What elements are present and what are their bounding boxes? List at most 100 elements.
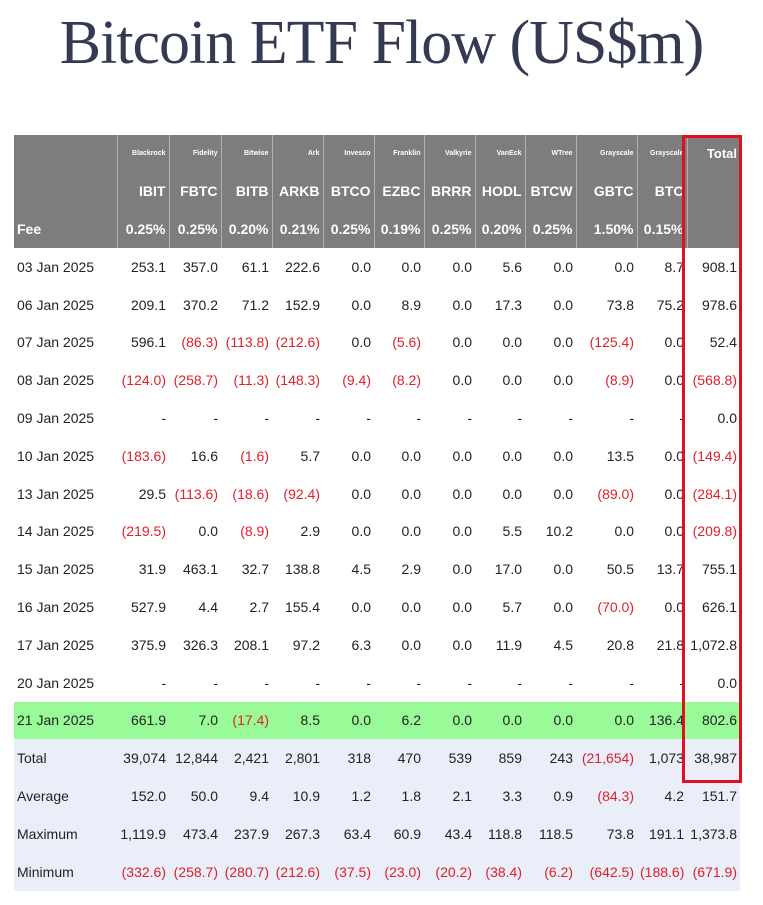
flow-cell: -	[161, 410, 166, 427]
flow-cell: 357.0	[182, 258, 218, 275]
flow-cell: 2.9	[401, 561, 421, 578]
flow-cell: 0.0	[553, 372, 573, 389]
flow-cell: -	[568, 410, 573, 427]
summary-cell: 9.4	[221, 777, 272, 815]
flow-cell: 11.9	[495, 636, 522, 653]
flow-cell: -	[315, 674, 320, 691]
flow-cell: -	[679, 674, 684, 691]
summary-cell: (21,654)	[576, 739, 637, 778]
flow-cell: -	[366, 410, 371, 427]
summary-cell: 12,844	[169, 739, 221, 778]
summary-cell: (20.2)	[424, 852, 475, 891]
ticker-header: IBIT	[116, 172, 169, 210]
summary-cell: 1,073	[637, 739, 687, 778]
table-row: 16 Jan 2025 527.9 4.4 2.7 155.4 0.0 0.0 0.0 5.7 0…	[14, 588, 740, 626]
summary-cell: (23.0)	[374, 852, 424, 891]
flow-cell: 73.8	[606, 296, 634, 313]
summary-cell: 1,119.9	[117, 814, 169, 853]
flow-cell: (18.6)	[232, 485, 269, 502]
total-cell: 52.4	[709, 334, 737, 351]
date-cell: 06 Jan 2025	[17, 296, 95, 313]
flow-cell: 2.9	[300, 523, 320, 540]
summary-row: Total 39,074 12,844 2,421 2,801 318 470 539 859 2…	[14, 739, 740, 778]
flow-cell: 32.7	[241, 561, 269, 578]
flow-cell: -	[568, 674, 573, 691]
flow-cell: 138.8	[284, 561, 320, 578]
flow-cell: 5.6	[502, 258, 522, 275]
flow-cell: 31.9	[138, 561, 166, 578]
date-cell: 13 Jan 2025	[17, 485, 95, 502]
flow-cell: 0.0	[664, 447, 684, 464]
flow-cell: (258.7)	[173, 372, 218, 389]
flow-cell: -	[213, 674, 218, 691]
flow-cell: (89.0)	[597, 485, 634, 502]
flow-cell: 152.9	[284, 296, 320, 313]
issuer-header: Franklin	[373, 135, 424, 172]
etf-flow-table: Blackrock Fidelity Bitwise Ark Invesco Frankl…	[14, 135, 740, 891]
flow-cell: 0.0	[614, 523, 634, 540]
summary-total-cell: 38,987	[687, 739, 740, 778]
flow-cell: (8.2)	[392, 372, 421, 389]
date-cell: 08 Jan 2025	[17, 372, 95, 389]
flow-cell: 4.5	[553, 636, 573, 653]
issuer-header: WTree	[524, 135, 576, 172]
flow-cell: 6.2	[374, 701, 424, 740]
date-cell: 16 Jan 2025	[17, 599, 95, 616]
fee-value: 0.15%	[636, 210, 687, 248]
summary-cell: (212.6)	[272, 852, 323, 891]
summary-cell: 318	[323, 739, 374, 778]
summary-cell: (642.5)	[576, 852, 637, 891]
summary-cell: 63.4	[323, 814, 374, 853]
flow-cell: -	[517, 410, 522, 427]
summary-label: Average	[14, 777, 117, 815]
ticker-total-blank	[686, 172, 740, 210]
summary-label: Maximum	[14, 814, 117, 853]
date-cell: 17 Jan 2025	[17, 636, 95, 653]
flow-cell: 50.5	[606, 561, 634, 578]
summary-cell: 2.1	[424, 777, 475, 815]
issuer-header: VanEck	[474, 135, 525, 172]
flow-cell: -	[467, 674, 472, 691]
flow-cell: 0.0	[452, 372, 472, 389]
total-cell: (568.8)	[692, 372, 737, 389]
flow-cell: 326.3	[182, 636, 218, 653]
flow-cell: -	[264, 674, 269, 691]
fee-label: Fee	[14, 210, 117, 248]
flow-cell: 0.0	[502, 372, 522, 389]
flow-cell: 0.0	[502, 485, 522, 502]
summary-row: Minimum (332.6) (258.7) (280.7) (212.6) (37.5…	[14, 852, 740, 891]
summary-cell: (280.7)	[221, 852, 272, 891]
flow-cell: (9.4)	[342, 372, 371, 389]
flow-cell: (212.6)	[275, 334, 320, 351]
flow-cell: 97.2	[292, 636, 320, 653]
flow-cell: 13.5	[606, 447, 634, 464]
flow-cell: 222.6	[284, 258, 320, 275]
fee-value: 0.21%	[271, 210, 323, 248]
flow-cell: 0.0	[664, 523, 684, 540]
flow-cell: -	[213, 410, 218, 427]
summary-cell: 237.9	[221, 814, 272, 853]
summary-cell: 243	[525, 739, 576, 778]
total-cell: 978.6	[701, 296, 737, 313]
flow-cell: 0.0	[553, 561, 573, 578]
summary-cell: 2,421	[221, 739, 272, 778]
ticker-header: BITB	[220, 172, 272, 210]
flow-cell: -	[366, 674, 371, 691]
flow-cell: 375.9	[130, 636, 166, 653]
summary-total-cell: 1,373.8	[687, 814, 740, 853]
summary-cell: 10.9	[272, 777, 323, 815]
summary-cell: 4.2	[637, 777, 687, 815]
ticker-header: EZBC	[373, 172, 424, 210]
total-cell: 802.6	[687, 701, 740, 740]
header-row-tickers: IBIT FBTC BITB ARKB BTCO EZBC BRRR HODL BTCW GBTC…	[14, 172, 740, 210]
total-cell: 908.1	[701, 258, 737, 275]
header-corner	[14, 135, 117, 172]
flow-cell: 463.1	[182, 561, 218, 578]
summary-total-cell: 151.7	[687, 777, 740, 815]
flow-cell: 596.1	[130, 334, 166, 351]
summary-label: Total	[14, 739, 117, 778]
flow-cell: -	[679, 410, 684, 427]
flow-cell: -	[629, 410, 634, 427]
flow-cell: 7.0	[169, 701, 221, 740]
summary-cell: 50.0	[169, 777, 221, 815]
